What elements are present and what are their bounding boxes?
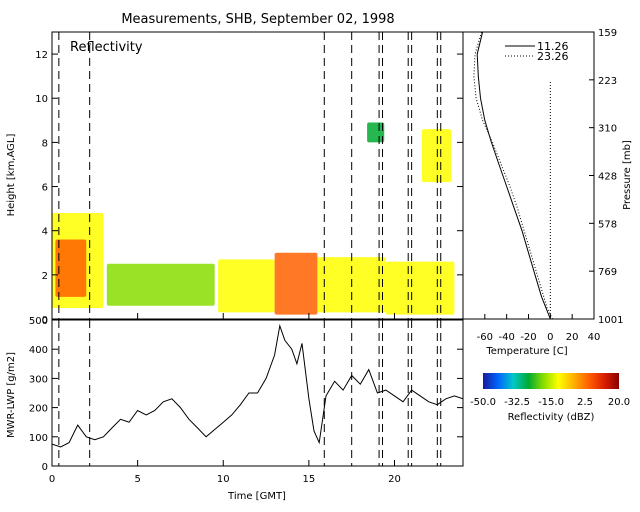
reflectivity-y-ticks: 0 2 4 6 8 10 12 — [35, 50, 463, 326]
time-x-tick-label-0: 0 — [49, 474, 55, 485]
colorbar-label: Reflectivity (dBZ) — [508, 412, 595, 423]
lwp-series-line — [52, 323, 463, 448]
lwp-y-axis-label: MWR-LWP [g/m2] — [6, 352, 17, 438]
temperature-x-tick-label-4: 20 — [566, 332, 579, 343]
temperature-x-ticks: -60 -40 -20 0 20 40 — [477, 314, 601, 343]
reflectivity-time-markers — [58, 32, 442, 319]
reflectivity-field — [52, 122, 455, 315]
pressure-y-ticks: 159 223 310 428 578 769 1001 — [589, 28, 623, 326]
pressure-tick-label-5: 769 — [598, 267, 617, 278]
lwp-y-tick-label-4: 400 — [29, 345, 48, 356]
legend-label-11-26: 11.26 — [537, 40, 569, 53]
refl-y-tick-label-0: 0 — [42, 315, 48, 326]
colorbar-gradient — [483, 373, 619, 389]
lwp-y-tick-label-3: 300 — [29, 374, 48, 385]
colorbar-tick-label-3: 2.5 — [577, 397, 593, 408]
reflectivity-region-8 — [421, 129, 452, 183]
lwp-y-ticks: 0 100 200 300 400 500 — [29, 316, 463, 473]
pressure-axis-label: Pressure [mb] — [622, 140, 633, 210]
refl-y-tick-label-2: 4 — [42, 227, 48, 238]
lwp-y-tick-label-0: 0 — [42, 462, 48, 473]
lwp-frame — [51, 319, 464, 467]
sounding-panel: 11.26 23.26 -60 -40 -20 0 20 40 159 223 310 428 5… — [462, 28, 633, 357]
pressure-tick-label-4: 578 — [598, 219, 617, 230]
sounding-legend: 11.26 23.26 — [505, 40, 569, 63]
colorbar: -50.0 -32.5 -15.0 2.5 20.0 Reflectivity (dBZ… — [470, 373, 630, 423]
reflectivity-region-7 — [367, 122, 385, 143]
refl-y-tick-label-4: 8 — [42, 138, 48, 149]
colorbar-tick-label-1: -32.5 — [504, 397, 530, 408]
colorbar-tick-label-4: 20.0 — [608, 397, 630, 408]
reflectivity-region-2 — [106, 263, 215, 306]
lwp-y-tick-label-5: 500 — [29, 316, 48, 327]
pressure-tick-label-3: 428 — [598, 172, 617, 183]
sounding-line-23-26 — [473, 31, 553, 320]
reflectivity-panel-label: Reflectivity — [70, 40, 143, 55]
temperature-x-tick-label-0: -60 — [477, 332, 493, 343]
refl-y-tick-label-3: 6 — [42, 183, 48, 194]
sounding-frame — [462, 31, 595, 320]
lwp-panel: MWR-LWP [g/m2] Time [GMT] 01002003004005… — [6, 313, 464, 502]
time-x-tick-label-2: 10 — [217, 474, 230, 485]
lwp-y-tick-label-1: 100 — [29, 433, 48, 444]
reflectivity-region-6 — [385, 261, 455, 315]
temperature-axis-label: Temperature [C] — [485, 346, 567, 357]
refl-y-tick-label-6: 12 — [35, 50, 48, 61]
reflectivity-region-4 — [274, 252, 318, 315]
lwp-y-tick-label-2: 200 — [29, 404, 48, 415]
refl-y-tick-label-1: 2 — [42, 271, 48, 282]
reflectivity-region-3 — [218, 259, 275, 313]
pressure-tick-label-1: 223 — [598, 76, 617, 87]
reflectivity-region-1 — [55, 239, 87, 297]
colorbar-ticks: -50.0 -32.5 -15.0 2.5 20.0 — [470, 397, 630, 408]
colorbar-tick-label-2: -15.0 — [538, 397, 564, 408]
temperature-x-tick-label-5: 40 — [588, 332, 601, 343]
reflectivity-panel: Reflectivity Height [km,AGL] 0 2 4 6 8 10 12 — [6, 31, 464, 326]
temperature-x-tick-label-1: -40 — [498, 332, 514, 343]
sounding-line-11-26 — [476, 31, 551, 320]
temperature-x-tick-label-3: 0 — [547, 332, 553, 343]
time-x-ticks: 0 5 10 15 20 — [49, 313, 401, 485]
legend-label-23-26: 23.26 — [537, 50, 569, 63]
temperature-x-tick-label-2: -20 — [520, 332, 536, 343]
time-x-tick-label-1: 5 — [134, 474, 140, 485]
time-x-tick-label-4: 20 — [388, 474, 401, 485]
lwp-time-markers — [58, 320, 442, 466]
reflectivity-y-axis-label: Height [km,AGL] — [6, 134, 17, 217]
figure-title: Measurements, SHB, September 02, 1998 — [121, 12, 394, 27]
time-x-tick-label-3: 15 — [303, 474, 316, 485]
colorbar-tick-label-0: -50.0 — [470, 397, 496, 408]
pressure-tick-label-0: 159 — [598, 28, 617, 39]
pressure-tick-label-2: 310 — [598, 124, 617, 135]
time-axis-label: Time [GMT] — [227, 491, 286, 502]
refl-y-tick-label-5: 10 — [35, 94, 48, 105]
pressure-tick-label-6: 1001 — [598, 315, 623, 326]
